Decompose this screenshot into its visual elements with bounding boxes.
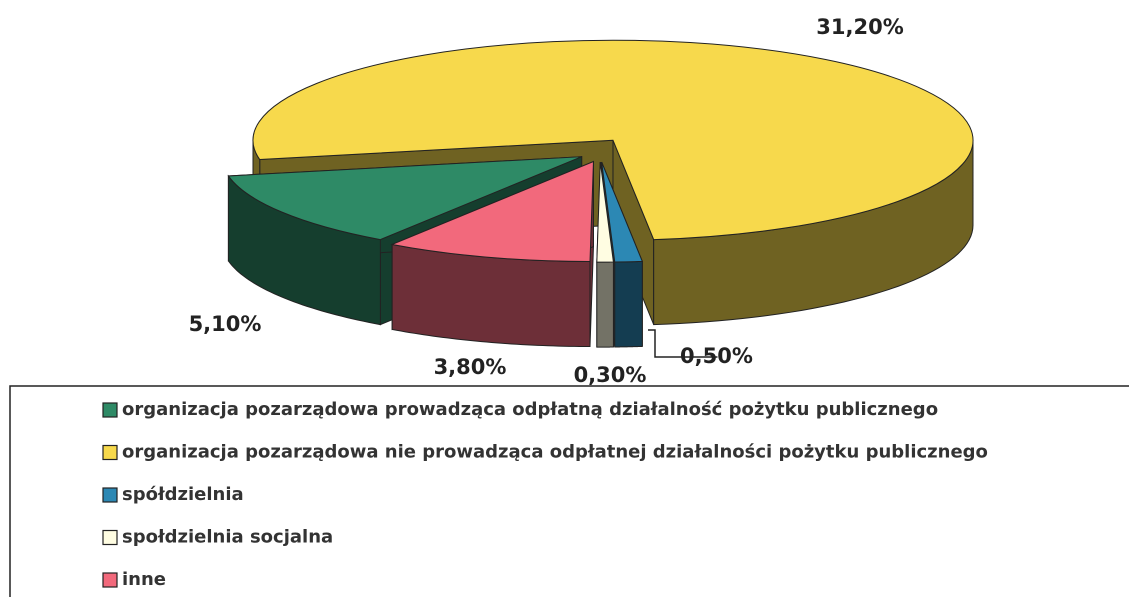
slice-top	[596, 162, 614, 263]
slice-top	[227, 156, 582, 241]
legend-box	[9, 385, 1129, 597]
slice-side	[596, 261, 614, 348]
legend-label: spółdzielnia	[122, 484, 244, 505]
legend-label: organizacja pozarządowa prowadząca odpła…	[122, 399, 938, 420]
legend-label: organizacja pozarządowa nie prowadząca o…	[122, 442, 988, 463]
data-label: 31,20%	[816, 15, 903, 39]
legend-swatch	[102, 444, 118, 461]
leader-line	[648, 329, 718, 358]
data-label: 3,80%	[434, 355, 507, 379]
slice-top	[601, 161, 644, 263]
legend-swatch	[102, 529, 118, 546]
data-label: 5,10%	[189, 312, 262, 336]
data-label: 0,50%	[680, 344, 753, 368]
legend-label: inne	[122, 569, 166, 590]
legend-swatch	[102, 402, 118, 418]
slice-side	[614, 260, 643, 348]
legend-swatch	[102, 572, 118, 588]
legend-swatch	[102, 487, 118, 503]
slice-top	[252, 39, 974, 241]
slice-top	[390, 160, 594, 263]
legend-label: społdzielnia socjalna	[122, 527, 333, 548]
slice	[390, 160, 594, 348]
data-label: 0,30%	[574, 363, 647, 387]
slice	[596, 162, 614, 348]
